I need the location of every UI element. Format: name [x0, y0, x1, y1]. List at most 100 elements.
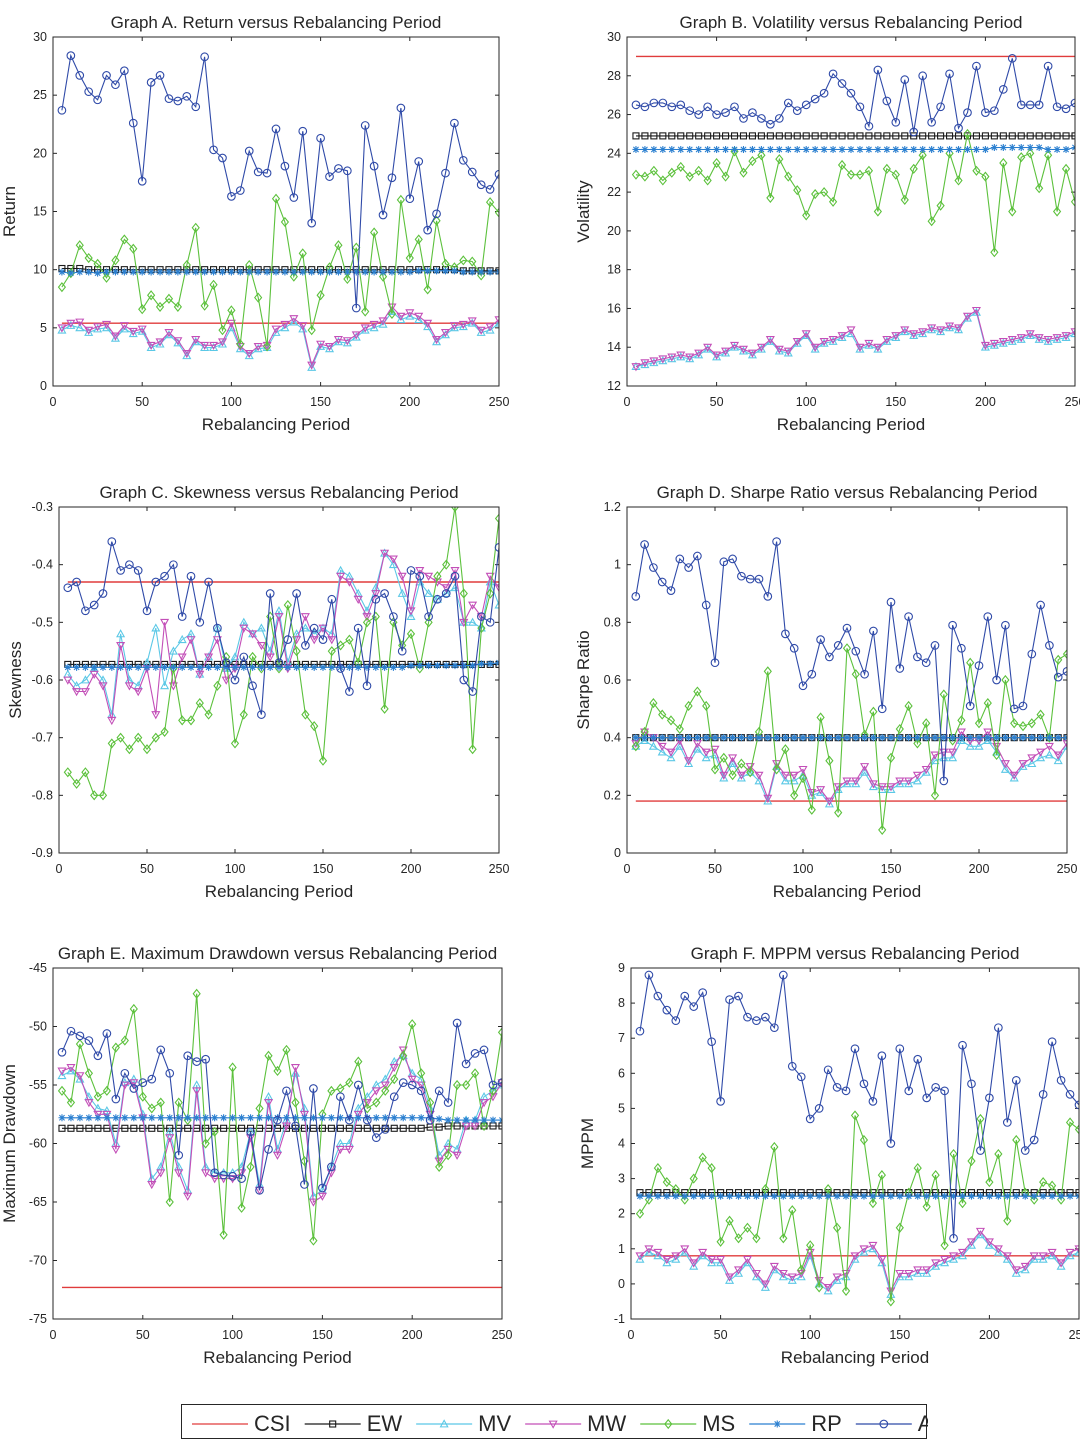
x-tick-label: 50	[140, 862, 154, 876]
chart-2: Graph B. Volatility versus Rebalancing P…	[574, 13, 1080, 434]
point-rp	[852, 1193, 859, 1200]
x-tick-label: 100	[793, 862, 814, 876]
legend-entry-ms: MS	[640, 1411, 735, 1436]
y-tick-label: 1	[614, 558, 621, 572]
y-axis-label: Sharpe Ratio	[574, 630, 593, 729]
x-tick-label: 50	[714, 1328, 728, 1342]
legend-entry-ap: AP	[856, 1411, 928, 1436]
x-tick-label: 150	[313, 862, 334, 876]
point-rp	[685, 734, 692, 741]
point-rp	[973, 146, 980, 153]
point-rp	[982, 146, 989, 153]
point-rp	[1009, 144, 1016, 151]
y-tick-label: 5	[40, 321, 47, 335]
point-rp	[179, 664, 186, 671]
point-rp	[937, 146, 944, 153]
point-rp	[94, 270, 101, 277]
point-rp	[860, 1193, 867, 1200]
point-rp	[418, 1114, 425, 1121]
point-rp	[406, 268, 413, 275]
x-tick-label: 150	[881, 862, 902, 876]
x-tick-label: 200	[399, 395, 420, 409]
point-rp	[425, 662, 432, 669]
y-axis-label: Skewness	[6, 641, 25, 718]
y-tick-label: -0.4	[31, 558, 53, 572]
plot-area	[58, 52, 503, 370]
point-rp	[767, 146, 774, 153]
point-rp	[183, 268, 190, 275]
x-axis-label: Rebalancing Period	[781, 1348, 929, 1367]
point-rp	[932, 1193, 939, 1200]
point-rp	[1067, 1193, 1074, 1200]
series-line-ms	[62, 994, 502, 1241]
point-rp	[463, 1117, 470, 1124]
point-rp	[1028, 734, 1035, 741]
point-rp	[481, 1117, 488, 1124]
point-rp	[1054, 146, 1061, 153]
point-rp	[397, 268, 404, 275]
x-tick-label: 100	[221, 395, 242, 409]
point-rp	[196, 664, 203, 671]
point-rp	[317, 268, 324, 275]
point-rp	[1063, 146, 1070, 153]
point-rp	[487, 268, 494, 275]
point-rp	[302, 664, 309, 671]
point-rp	[758, 146, 765, 153]
point-rp	[874, 146, 881, 153]
series-line-mw	[640, 1231, 1079, 1291]
y-tick-label: 0.8	[604, 615, 621, 629]
point-rp	[210, 268, 217, 275]
point-rp	[76, 1114, 83, 1121]
y-tick-label: 3	[618, 1172, 625, 1186]
legend-entry-mv: MV	[416, 1411, 511, 1436]
point-rp	[346, 664, 353, 671]
point-rp	[100, 664, 107, 671]
point-rp	[139, 268, 146, 275]
series-line-ap	[640, 975, 1079, 1238]
x-tick-label: 250	[489, 395, 510, 409]
point-rp	[914, 1193, 921, 1200]
point-rp	[460, 662, 467, 669]
point-rp	[744, 1193, 751, 1200]
point-rp	[355, 664, 362, 671]
point-mv	[64, 671, 71, 677]
x-axis-label: Rebalancing Period	[205, 882, 353, 901]
point-rp	[964, 146, 971, 153]
point-rp	[202, 1114, 209, 1121]
point-rp	[1018, 144, 1025, 151]
y-tick-label: 24	[607, 146, 621, 160]
point-rp	[415, 267, 422, 274]
point-rp	[914, 734, 921, 741]
point-rp	[445, 1117, 452, 1124]
x-tick-label: 150	[312, 1328, 333, 1342]
point-rp	[460, 268, 467, 275]
legend-marker-rp	[774, 1421, 781, 1428]
x-tick-label: 200	[979, 1328, 1000, 1342]
point-rp	[157, 268, 164, 275]
point-rp	[67, 270, 74, 277]
point-rp	[676, 734, 683, 741]
point-rp	[283, 1114, 290, 1121]
point-rp	[174, 268, 181, 275]
point-rp	[955, 146, 962, 153]
point-rp	[738, 734, 745, 741]
point-rp	[284, 664, 291, 671]
legend-entry-ew: EW	[305, 1411, 403, 1436]
point-rp	[408, 662, 415, 669]
x-tick-label: 100	[225, 862, 246, 876]
point-rp	[247, 1114, 254, 1121]
legend-entry-csi: CSI	[192, 1411, 291, 1436]
point-rp	[699, 1193, 706, 1200]
point-rp	[672, 1193, 679, 1200]
point-rp	[152, 664, 159, 671]
point-rp	[67, 1114, 74, 1121]
point-rp	[85, 268, 92, 275]
y-tick-label: 16	[607, 301, 621, 315]
y-tick-label: -0.8	[31, 788, 53, 802]
point-rp	[993, 734, 1000, 741]
point-rp	[641, 734, 648, 741]
point-rp	[433, 267, 440, 274]
x-tick-label: 0	[624, 862, 631, 876]
point-rp	[798, 1193, 805, 1200]
point-rp	[490, 1117, 497, 1124]
